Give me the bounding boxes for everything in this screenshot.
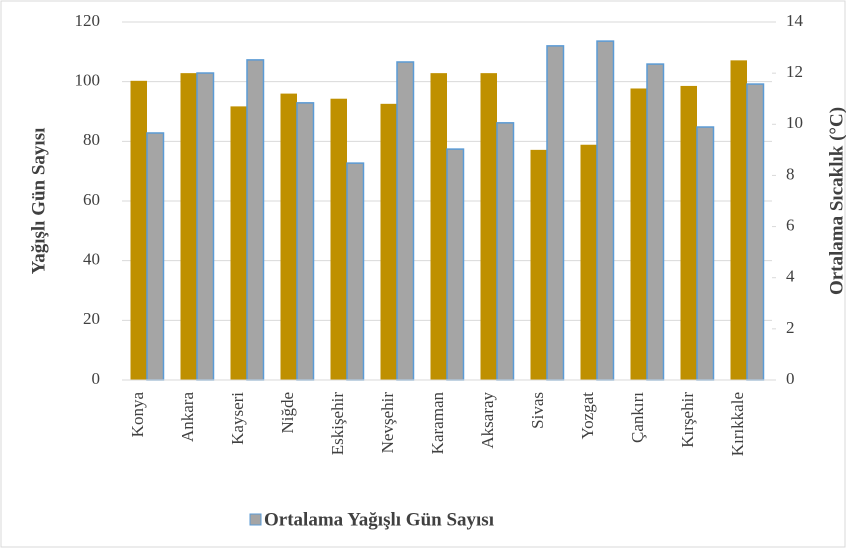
bar — [730, 60, 747, 380]
bar — [746, 83, 765, 381]
y-axis-title: Yağışlı Gün Sayısı — [28, 128, 49, 275]
x-tick-label: Çankırı — [628, 392, 647, 443]
legend-label: Ortalama Yağışlı Gün Sayısı — [264, 509, 494, 530]
y-tick-label: 60 — [83, 190, 100, 209]
x-tick-label: Konya — [128, 392, 147, 438]
bar — [596, 40, 615, 381]
bar — [480, 73, 497, 381]
y2-tick-label: 12 — [786, 62, 803, 81]
y2-tick-label: 8 — [786, 164, 795, 183]
bar — [246, 59, 265, 381]
bar — [296, 102, 315, 381]
bar — [496, 122, 515, 381]
y-tick-label: 40 — [83, 250, 100, 269]
bar — [696, 126, 715, 381]
y2-tick-label: 2 — [786, 318, 795, 337]
bar — [196, 72, 215, 381]
y-tick-label: 20 — [83, 309, 100, 328]
x-tick-label: Kırşehir — [678, 392, 697, 448]
bar — [630, 88, 647, 380]
x-tick-label: Eskişehir — [328, 392, 347, 456]
bar — [146, 132, 165, 381]
legend-swatch — [249, 513, 262, 526]
bar — [446, 148, 465, 381]
y2-tick-label: 10 — [786, 113, 803, 132]
bar — [130, 80, 147, 381]
bar — [580, 144, 597, 380]
bar — [646, 63, 665, 381]
y2-tick-label: 0 — [786, 369, 795, 388]
y2-axis-title: Ortalama Sıcaklık (°C) — [826, 107, 846, 295]
y2-tick-label: 4 — [786, 267, 795, 286]
x-tick-label: Nevşehir — [378, 392, 397, 454]
x-tick-label: Ankara — [178, 392, 197, 442]
bar — [530, 149, 547, 380]
bar — [180, 73, 197, 381]
bar — [346, 162, 365, 381]
x-tick-label: Kayseri — [228, 392, 247, 445]
y-tick-label: 100 — [75, 71, 101, 90]
bar — [680, 85, 697, 380]
x-tick-label: Aksaray — [478, 392, 497, 449]
y-tick-label: 120 — [75, 11, 101, 30]
x-tick-label: Sivas — [528, 392, 547, 429]
x-tick-label: Yozgat — [578, 392, 597, 440]
bar — [280, 93, 297, 380]
y2-tick-label: 14 — [786, 11, 804, 30]
x-tick-label: Kırıkkale — [728, 392, 747, 456]
bar — [230, 106, 247, 380]
y-tick-label: 0 — [92, 369, 101, 388]
y2-tick-label: 6 — [786, 215, 795, 234]
y-tick-label: 80 — [83, 130, 100, 149]
bar — [430, 73, 447, 381]
x-tick-label: Niğde — [278, 392, 297, 434]
bar — [330, 98, 347, 380]
bar — [546, 45, 565, 381]
bar — [396, 61, 415, 381]
bar — [380, 103, 397, 380]
x-tick-label: Karaman — [428, 392, 447, 455]
